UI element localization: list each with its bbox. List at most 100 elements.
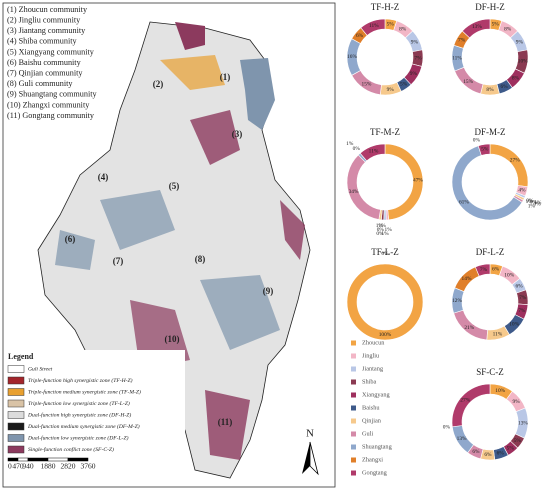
slice-label: 13%: [472, 24, 482, 30]
slice-label: 9%: [410, 71, 418, 77]
scale-label: 0: [8, 462, 12, 471]
region-label: (9): [263, 286, 274, 296]
chart-title: TF-H-Z: [371, 2, 400, 12]
slice-label: 11%: [452, 55, 462, 61]
slice-label: 0%: [443, 425, 451, 431]
slice-label: 0%: [526, 198, 534, 204]
community-item: (4) Shiba community: [7, 37, 77, 46]
slice-label: 11%: [369, 148, 379, 154]
legend-swatch: [7, 399, 25, 408]
zone-patch: [55, 230, 95, 270]
legend-label: Jiantang: [362, 365, 384, 372]
legend-label: Zhoucun: [362, 339, 385, 346]
donut-slice: [346, 263, 424, 341]
region-label: (1): [220, 72, 231, 82]
legend-label: Shuangtang: [362, 443, 393, 450]
zone-patch: [240, 58, 275, 130]
slice-label: 7%: [518, 308, 526, 314]
slice-label: 11%: [369, 23, 379, 29]
slice-label: 6%: [356, 33, 364, 39]
community-item: (10) Zhangxi community: [7, 100, 90, 109]
slice-label: 100%: [379, 332, 392, 338]
zone-patch: [100, 190, 175, 250]
legend-label: Zhangxi: [362, 456, 383, 463]
slice-label: 13%: [518, 420, 528, 426]
scale-label: 940: [22, 462, 34, 471]
map-legend: Legend Guli Street Triple-function high sy…: [7, 352, 141, 454]
legend-swatch: [351, 444, 356, 450]
legend-swatch: [351, 405, 356, 411]
donut-slice: [461, 18, 491, 39]
donut-charts: TF-H-Z5%8%9%7%9%5%9%15%16%6%11%DF-H-Z5%8…: [346, 2, 542, 461]
donut-slice: [477, 143, 491, 156]
slice-label: 27%: [510, 157, 520, 163]
north-arrow: N: [302, 428, 319, 476]
slice-label: 10%: [509, 322, 519, 328]
slice-label: 0%: [381, 251, 389, 257]
chart-title: DF-M-Z: [475, 127, 506, 137]
donut-slice: [359, 143, 386, 162]
community-list: (1) Zhoucun community(2) Jingliu communi…: [7, 5, 98, 120]
slice-label: 9%: [516, 39, 524, 45]
legend-label: Guli Street: [28, 366, 53, 372]
slice-label: 8%: [486, 87, 494, 93]
region-label: (11): [218, 417, 233, 427]
zone-patch: [160, 55, 225, 90]
slice-label: 7%: [414, 55, 422, 61]
scale-label: 470: [12, 462, 24, 471]
legend-title: Legend: [8, 352, 34, 361]
slice-label: 8%: [399, 26, 407, 32]
legend-box: [5, 350, 185, 456]
slice-label: 0%: [353, 146, 361, 152]
slice-label: 9%: [512, 399, 520, 405]
region-labels: (1) (2) (3) (4) (5) (6) (7) (8) (9) (10) (11): [65, 72, 274, 427]
donut-slice: [489, 143, 529, 188]
slice-label: 47%: [413, 178, 423, 184]
legend-label: Shiba: [362, 378, 377, 385]
legend-swatch: [7, 388, 25, 396]
legend-label: Baishu: [362, 404, 380, 411]
community-item: (3) Jiantang community: [7, 26, 86, 35]
community-item: (7) Qinjian community: [7, 68, 83, 77]
slice-label: 61%: [459, 199, 469, 205]
legend-swatch: [7, 365, 25, 373]
community-item: (2) Jingliu community: [7, 15, 81, 24]
slice-label: 1%: [379, 223, 387, 229]
legend-label: Xiangyang: [362, 391, 390, 398]
zone-patch: [280, 200, 305, 260]
slice-label: 13%: [457, 436, 467, 442]
slice-label: 14%: [462, 276, 472, 282]
community-item: (8) Guli community: [7, 79, 73, 88]
region-label: (2): [153, 79, 164, 89]
region-label: (6): [65, 234, 76, 244]
slice-label: 10%: [504, 272, 514, 278]
slice-label: 9%: [411, 39, 419, 45]
slice-label: 0%: [530, 200, 538, 206]
slice-label: 7%: [458, 37, 466, 43]
region-label: (3): [232, 129, 243, 139]
slice-label: 4%: [518, 187, 526, 193]
slice-label: 0%: [377, 227, 385, 233]
donut-slice: [474, 263, 491, 277]
legend-label: Triple-function low synergistic zone (TF…: [28, 400, 130, 407]
legend-label: Triple-function high synergistic zone (T…: [28, 377, 133, 384]
legend-label: Qinjian: [362, 417, 382, 424]
slice-label: 11%: [493, 331, 503, 337]
legend-label: Single-function conflict zone (SF-C-Z): [28, 446, 114, 453]
slice-label: 0%: [473, 137, 481, 143]
legend-label: Dual-function medium synergistic zone (D…: [27, 423, 140, 430]
slice-label: 5%: [387, 22, 395, 28]
region-label: (7): [113, 256, 124, 266]
legend-swatch: [7, 434, 25, 442]
scale-segment: [67, 457, 89, 462]
community-legend: Zhoucun Jingliu Jiantang Shiba Xiangyang Bais…: [351, 339, 393, 476]
slice-label: 10%: [518, 58, 528, 64]
region-label: (8): [195, 254, 206, 264]
slice-label: 9%: [387, 87, 395, 93]
legend-label: Triple-function medium synergistic zone …: [28, 388, 141, 395]
scale-segment: [47, 457, 69, 462]
legend-swatch: [351, 353, 356, 359]
legend-swatch: [7, 445, 25, 454]
